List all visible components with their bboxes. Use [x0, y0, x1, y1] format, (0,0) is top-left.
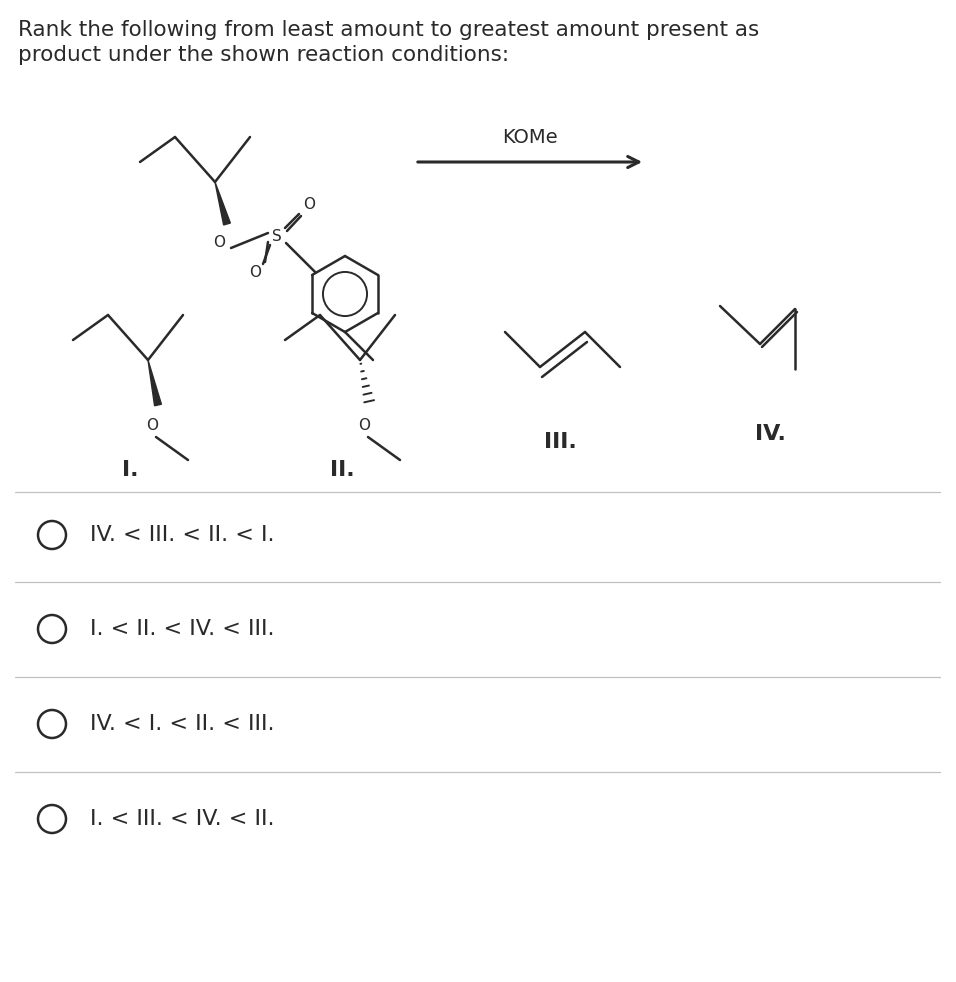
- Text: I. < III. < IV. < II.: I. < III. < IV. < II.: [90, 809, 274, 829]
- Text: O: O: [146, 417, 158, 432]
- Text: S: S: [272, 229, 282, 244]
- Text: IV. < III. < II. < I.: IV. < III. < II. < I.: [90, 525, 274, 545]
- Text: IV. < I. < II. < III.: IV. < I. < II. < III.: [90, 714, 274, 734]
- Text: O: O: [303, 196, 315, 211]
- Text: O: O: [213, 235, 225, 249]
- Polygon shape: [215, 182, 230, 225]
- Text: III.: III.: [544, 432, 576, 452]
- Text: I.: I.: [121, 460, 139, 480]
- Text: product under the shown reaction conditions:: product under the shown reaction conditi…: [18, 45, 510, 65]
- Text: I. < II. < IV. < III.: I. < II. < IV. < III.: [90, 619, 274, 639]
- Text: II.: II.: [330, 460, 355, 480]
- Text: KOMe: KOMe: [502, 128, 557, 146]
- Polygon shape: [148, 360, 162, 406]
- Text: Rank the following from least amount to greatest amount present as: Rank the following from least amount to …: [18, 20, 759, 40]
- Text: IV.: IV.: [754, 424, 786, 444]
- Text: O: O: [249, 264, 261, 280]
- Text: O: O: [358, 417, 370, 432]
